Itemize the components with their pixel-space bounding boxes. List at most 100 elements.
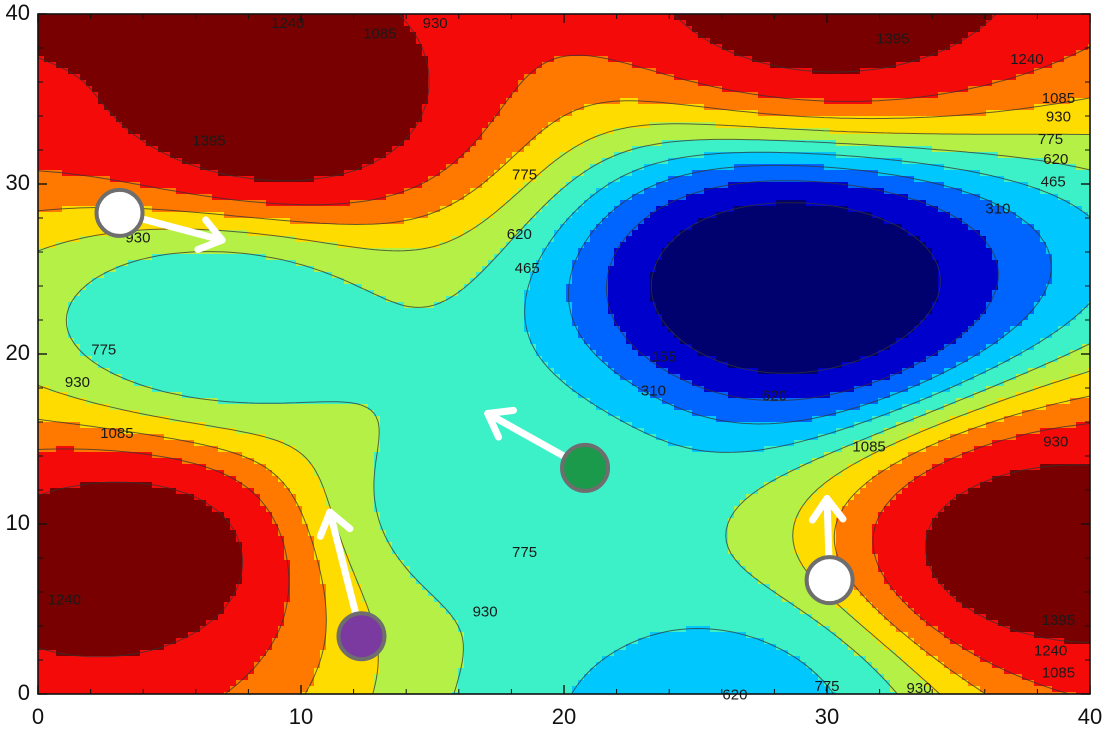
contour-cell [998,32,1005,39]
contour-cell [332,122,339,129]
contour-cell [764,104,771,111]
contour-cell [764,14,771,21]
contour-cell [224,116,231,123]
contour-cell [686,176,693,183]
contour-cell [680,68,687,75]
contour-cell [938,74,945,81]
contour-cell [398,152,405,159]
contour-cell [806,38,813,45]
contour-cell [326,26,333,33]
contour-cell [230,146,237,153]
contour-cell [1088,170,1095,177]
contour-cell [830,56,837,63]
contour-cell [608,50,615,57]
contour-cell [884,56,891,63]
contour-cell [878,74,885,81]
contour-cell [698,20,705,27]
contour-cell [782,26,789,33]
contour-cell [344,110,351,117]
contour-cell [512,74,519,81]
contour-cell [938,92,945,99]
contour-cell [650,146,657,153]
contour-cell [656,26,663,33]
contour-cell [110,164,117,171]
contour-cell [662,56,669,63]
contour-cell [632,80,639,87]
contour-cell [440,68,447,75]
contour-cell [344,116,351,123]
contour-cell [254,32,261,39]
contour-cell [254,134,261,141]
contour-cell [602,44,609,51]
contour-cell [836,116,843,123]
contour-cell [908,68,915,75]
contour-cell [218,98,225,105]
contour-cell [1034,86,1041,93]
contour-cell [998,92,1005,99]
contour-cell [434,128,441,135]
contour-cell [506,140,513,147]
contour-cell [476,176,483,183]
contour-cell [848,26,855,33]
contour-cell [464,86,471,93]
contour-cell [656,14,663,21]
contour-cell [830,26,837,33]
contour-cell [1076,38,1083,45]
contour-cell [1028,164,1035,171]
contour-cell [56,50,63,57]
contour-cell [356,116,363,123]
contour-cell [512,104,519,111]
contour-cell [248,104,255,111]
contour-cell [170,14,177,21]
contour-cell [530,62,537,69]
contour-cell [1022,164,1029,171]
contour-cell [854,170,861,177]
contour-cell [926,152,933,159]
contour-cell [926,80,933,87]
contour-cell [332,110,339,117]
contour-cell [500,128,507,135]
contour-cell [590,140,597,147]
contour-cell [806,14,813,21]
contour-cell [308,86,315,93]
contour-cell [908,74,915,81]
contour-cell [386,62,393,69]
contour-cell [212,170,219,177]
contour-cell [266,92,273,99]
contour-cell [296,68,303,75]
contour-cell [698,74,705,81]
contour-cell [176,20,183,27]
contour-cell [1004,152,1011,159]
contour-cell [344,158,351,165]
contour-cell [200,116,207,123]
contour-cell [764,74,771,81]
contour-cell [560,44,567,51]
contour-cell [1028,32,1035,39]
contour-cell [230,56,237,63]
contour-cell [296,122,303,129]
contour-cell [272,50,279,57]
contour-cell [650,104,657,111]
contour-cell [320,26,327,33]
contour-cell [470,74,477,81]
contour-cell [782,146,789,153]
contour-cell [260,56,267,63]
contour-cell [182,20,189,27]
contour-cell [512,68,519,75]
contour-cell [458,56,465,63]
contour-cell [920,98,927,105]
contour-cell [344,134,351,141]
contour-cell [362,152,369,159]
contour-cell [380,134,387,141]
contour-cell [626,14,633,21]
contour-cell [578,92,585,99]
contour-cell [896,14,903,21]
contour-cell [416,98,423,105]
contour-cell [350,134,357,141]
contour-cell [476,44,483,51]
contour-cell [770,116,777,123]
contour-cell [548,92,555,99]
contour-cell [104,56,111,63]
contour-cell [164,32,171,39]
contour-cell [368,170,375,177]
